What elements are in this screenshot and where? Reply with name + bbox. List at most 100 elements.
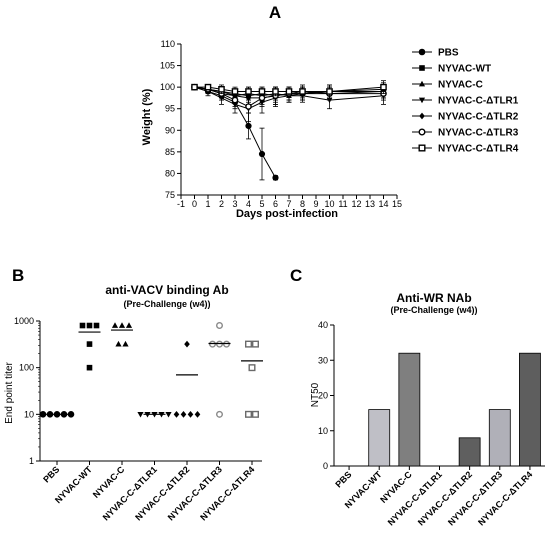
- panel-a-legend-item: NYVAC-C-ΔTLR4: [412, 144, 519, 155]
- panel-b-group: [241, 340, 263, 418]
- panel-b-data-point: [248, 364, 256, 372]
- panel-c-bar: [368, 409, 391, 467]
- panel-a-y-tick-label: 80: [165, 168, 175, 178]
- panel-a-y-tick-label: 75: [165, 190, 175, 200]
- panel-c-subtitle: (Pre-Challenge (w4)): [390, 305, 477, 315]
- panel-b-data-point: [86, 341, 93, 347]
- panel-b-group: [208, 322, 231, 418]
- panel-a-legend-label: NYVAC-C-ΔTLR3: [438, 128, 519, 139]
- panel-a-x-tick-label: 14: [378, 199, 388, 209]
- panel-c-bar: [488, 409, 511, 467]
- panel-a-x-tick-label: 12: [351, 199, 361, 209]
- panel-c-y-tick-label: 30: [318, 355, 328, 365]
- panel-a-legend-label: NYVAC-C-ΔTLR2: [438, 112, 519, 123]
- panel-c-y-tick-label: 10: [318, 426, 328, 436]
- panel-a-legend-marker: [419, 65, 425, 71]
- panel-a-data-point: [191, 83, 198, 91]
- panel-a-x-tick-label: 3: [232, 199, 237, 209]
- panel-c-bar: [458, 437, 481, 467]
- panel-c-y-tick-label: 20: [318, 391, 328, 401]
- panel-a-legend-item: NYVAC-C: [412, 80, 483, 91]
- panel-b-subtitle: (Pre-Challenge (w4)): [123, 299, 210, 309]
- panel-a-legend-label: NYVAC-WT: [438, 64, 491, 75]
- panel-b-data-point: [194, 410, 201, 418]
- panel-b-data-point: [222, 340, 230, 348]
- panel-b-y-tick-label: 100: [19, 363, 34, 373]
- panel-b-y-tick-label: 1: [29, 456, 34, 466]
- panel-a-x-tick-label: 11: [338, 199, 347, 209]
- panel-a-data-point: [245, 94, 252, 102]
- panel-b-data-point: [118, 322, 126, 328]
- panel-a-legend-label: NYVAC-C: [438, 80, 483, 91]
- panel-b-data-point: [111, 322, 119, 328]
- panel-a-letter: A: [269, 3, 281, 22]
- panel-a-data-point: [231, 88, 239, 95]
- panel-a-x-tick-label: 5: [259, 199, 264, 209]
- panel-b-data-point: [93, 322, 100, 329]
- panel-a-data-point: [245, 103, 252, 110]
- panel-b-x-tick-label: PBS: [41, 464, 61, 484]
- panel-a-x-tick-label: 6: [273, 199, 278, 209]
- panel-b-data-point: [251, 340, 259, 348]
- panel-b-data-point: [67, 411, 75, 418]
- panel-b-y-tick-label: 10: [24, 409, 34, 419]
- panel-b-data-point: [86, 322, 93, 329]
- panel-a-data-point: [299, 88, 306, 95]
- panel-c-x-tick-label: NYVAC-C-ΔTLR3: [446, 469, 504, 527]
- panel-a-y-tick-label: 90: [165, 125, 175, 135]
- panel-b-data-point: [86, 364, 93, 371]
- panel-c-nab-chart: C Anti-WR NAb (Pre-Challenge (w4)) NT50 …: [290, 266, 545, 528]
- panel-a-data-point: [272, 88, 279, 95]
- panel-a-x-tick-label: 15: [392, 199, 402, 209]
- panel-a-data-point: [245, 88, 252, 95]
- panel-a-x-tick-label: 7: [286, 199, 291, 209]
- panel-c-x-tick-label: NYVAC-C-ΔTLR4: [476, 469, 534, 527]
- panel-b-data-point: [180, 410, 187, 418]
- panel-a-legend-marker: [419, 112, 425, 120]
- panel-a-y-axis-title: Weight (%): [141, 88, 153, 145]
- panel-a-legend-item: PBS: [412, 48, 459, 59]
- panel-a-legend-marker: [418, 80, 426, 87]
- panel-a-x-tick-label: 4: [246, 199, 251, 209]
- panel-a-data-point: [258, 88, 266, 95]
- panel-a-x-tick-label: 1: [205, 199, 210, 209]
- panel-a-legend-marker: [418, 97, 426, 104]
- panel-c-x-tick-label: NYVAC-C-ΔTLR1: [386, 469, 444, 527]
- panel-b-data-point: [165, 411, 172, 418]
- panel-b-data-point: [184, 340, 190, 348]
- panel-a-data-point: [204, 83, 212, 91]
- panel-a-x-tick-label: -1: [177, 199, 185, 209]
- panel-b-data-point: [122, 340, 129, 347]
- panel-a-y-tick-label: 95: [165, 104, 175, 114]
- panel-a-data-point: [285, 88, 293, 95]
- panel-c-title: Anti-WR NAb: [396, 291, 471, 305]
- panel-a-legend-label: NYVAC-C-ΔTLR1: [438, 96, 519, 107]
- panel-b-binding-ab-chart: B anti-VACV binding Ab (Pre-Challenge (w…: [4, 266, 263, 523]
- panel-b-group: [137, 411, 172, 418]
- panel-a-data-point: [380, 83, 387, 91]
- panel-b-data-point: [251, 410, 259, 418]
- panel-a-data-point: [326, 88, 333, 95]
- panel-c-y-axis-title: NT50: [310, 382, 321, 407]
- panel-b-data-point: [137, 411, 144, 418]
- panel-b-data-point: [125, 322, 133, 328]
- panel-a-x-tick-label: 8: [300, 199, 305, 209]
- panel-b-data-point: [215, 322, 223, 330]
- panel-a-legend-label: PBS: [438, 48, 459, 59]
- panel-a-legend-item: NYVAC-C-ΔTLR2: [412, 112, 519, 123]
- panel-b-data-point: [244, 340, 252, 348]
- panel-a-y-tick-label: 100: [160, 82, 175, 92]
- panel-b-data-point: [215, 410, 223, 418]
- panel-a-y-tick-label: 105: [160, 61, 175, 71]
- panel-a-data-point: [218, 85, 225, 93]
- panel-b-data-point: [215, 340, 223, 348]
- panel-b-data-point: [39, 411, 47, 418]
- panel-b-data-point: [244, 410, 252, 418]
- panel-b-group: [78, 322, 101, 371]
- panel-b-title: anti-VACV binding Ab: [105, 283, 228, 297]
- panel-a-legend-item: NYVAC-C-ΔTLR1: [412, 96, 519, 107]
- panel-a-legend-label: NYVAC-C-ΔTLR4: [438, 144, 519, 155]
- panel-a-x-tick-label: 9: [313, 199, 318, 209]
- panel-c-y-tick-label: 40: [318, 320, 328, 330]
